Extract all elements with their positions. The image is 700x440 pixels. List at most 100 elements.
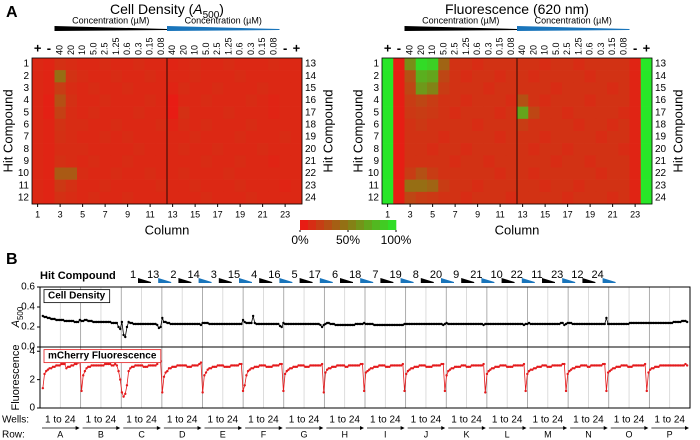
row-label-right: 23 [655, 180, 667, 191]
data-point [415, 365, 418, 369]
heatmap-cell [562, 143, 574, 156]
data-point [564, 389, 568, 393]
data-point [376, 323, 379, 327]
data-point [87, 319, 90, 323]
x-tick-label: 7 [453, 209, 458, 219]
data-point [92, 364, 95, 367]
heatmap-cell [607, 131, 619, 144]
heatmap-cell [88, 82, 100, 95]
data-point [670, 364, 674, 367]
heatmap-cell [629, 70, 642, 83]
data-point [305, 322, 309, 326]
data-point [156, 323, 159, 327]
hit-compound: 6 [332, 269, 338, 281]
heatmap-cell [290, 143, 303, 156]
row-arrow-head [278, 426, 283, 430]
column-label: 5.0 [201, 42, 211, 55]
heatmap-cell [539, 94, 552, 107]
heatmap-cell [268, 131, 280, 144]
data-point [60, 362, 63, 366]
data-point [413, 322, 416, 326]
data-point [293, 322, 297, 326]
data-point [315, 322, 319, 326]
column-label: 0.08 [506, 37, 516, 55]
heatmap-cell [54, 58, 67, 71]
data-point [46, 368, 50, 371]
data-point [549, 365, 553, 369]
data-point [43, 315, 46, 319]
data-point [82, 374, 85, 377]
data-point [595, 364, 598, 367]
data-point [500, 322, 504, 326]
heatmap-cell [189, 191, 202, 205]
data-point [405, 372, 408, 376]
data-point [319, 364, 322, 367]
data-point [293, 365, 297, 369]
data-point [393, 364, 396, 367]
data-point [462, 322, 465, 326]
data-point [240, 322, 243, 326]
data-point [297, 364, 300, 367]
heatmap-cell [427, 131, 439, 144]
heatmap-cell [290, 106, 303, 120]
heatmap-cell [494, 70, 507, 83]
heatmap-cell [438, 70, 450, 83]
data-point [517, 322, 521, 326]
heatmap-cell [133, 167, 145, 180]
data-point [167, 367, 171, 370]
data-point [576, 365, 580, 369]
heatmap-cell [122, 179, 134, 193]
data-point [415, 322, 418, 326]
data-point [495, 365, 499, 369]
heatmap-cell [99, 179, 112, 193]
heatmap-cell [178, 143, 190, 156]
data-point [169, 322, 172, 326]
data-point [75, 320, 78, 324]
heatmap-cell [505, 143, 518, 156]
column-label: 5.0 [88, 42, 98, 55]
heatmap-cell [539, 131, 552, 144]
data-point [568, 321, 571, 325]
data-point [659, 364, 662, 367]
heatmap-cell [223, 155, 235, 168]
data-point [480, 364, 484, 367]
heatmap-cell [595, 94, 608, 107]
row-label-right: 21 [655, 156, 667, 167]
column-label: 10 [190, 45, 200, 55]
heatmap-cell [618, 58, 630, 71]
x-tick-label: 23 [280, 209, 290, 219]
heatmap-cell [167, 191, 179, 205]
data-point [453, 365, 457, 369]
data-point [475, 364, 479, 367]
data-point [648, 321, 652, 325]
row-label: 1 [373, 59, 379, 70]
data-point [601, 322, 605, 326]
column-label: 40 [405, 45, 415, 55]
data-point [381, 364, 384, 367]
data-point [218, 364, 221, 367]
heatmap-cell [607, 82, 619, 95]
column-label: 10 [540, 45, 550, 55]
row-label-right: 14 [655, 71, 667, 82]
data-point [551, 322, 554, 326]
data-point [462, 364, 465, 367]
data-point [329, 322, 332, 326]
x-tick-label: 19 [235, 209, 245, 219]
data-point [504, 322, 507, 326]
hit-compound-wedge [521, 278, 535, 283]
data-point [73, 320, 77, 324]
heatmap-cell [200, 82, 213, 95]
data-point [465, 322, 468, 326]
heatmap-cell [573, 106, 585, 120]
heatmap-cell [505, 106, 518, 120]
heatmap-cell [200, 118, 213, 132]
heatmap-cell [279, 179, 292, 193]
data-point [549, 322, 553, 326]
data-point [103, 362, 107, 366]
data-point [479, 364, 482, 367]
plate-row: I [384, 429, 387, 439]
data-point [667, 364, 670, 367]
data-point [324, 371, 327, 374]
heatmap-cell [584, 167, 597, 180]
data-point [246, 321, 250, 325]
